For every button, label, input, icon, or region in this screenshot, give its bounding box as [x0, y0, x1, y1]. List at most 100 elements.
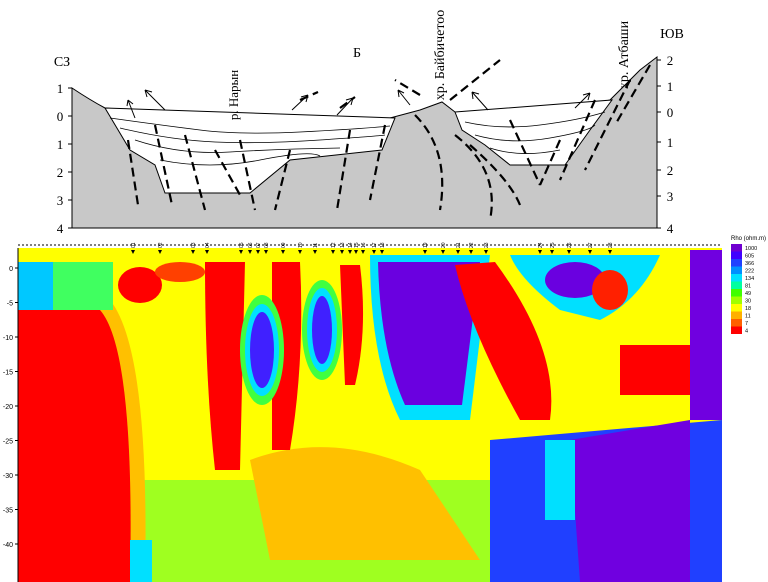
station-label: 08 — [264, 242, 270, 248]
station-marker — [567, 250, 571, 254]
station-label: 23 — [484, 242, 490, 248]
right-tick-label: 1 — [667, 79, 674, 94]
colorbar-label: 134 — [745, 276, 754, 282]
station-marker — [441, 250, 445, 254]
station-marker — [256, 250, 260, 254]
right-tick-label: 1 — [667, 135, 674, 150]
left-tick-label: 0 — [57, 109, 64, 124]
station-label: 01 — [131, 242, 137, 248]
station-label: 15 — [354, 242, 360, 248]
station-label: 16 — [361, 242, 367, 248]
station-marker — [248, 250, 252, 254]
field — [18, 262, 53, 310]
station-label: 07 — [256, 242, 262, 248]
station-label: 06 — [248, 242, 254, 248]
station-label: 28 — [608, 242, 614, 248]
left-tick-label: 4 — [57, 221, 64, 236]
colorbar-cell — [731, 266, 742, 274]
field — [620, 345, 695, 395]
station-marker — [205, 250, 209, 254]
field — [205, 262, 245, 470]
field — [378, 262, 480, 405]
depth-tick-label: -20 — [3, 404, 13, 411]
right-tick-label: 4 — [667, 221, 674, 236]
station-label: 20 — [441, 242, 447, 248]
right-tick-label: 0 — [667, 105, 674, 120]
colorbar-label: 11 — [745, 314, 751, 320]
station-marker — [264, 250, 268, 254]
colorbar-cell — [731, 289, 742, 297]
station-label: 18 — [380, 242, 386, 248]
faults — [126, 59, 651, 221]
station-label: 03 — [191, 242, 197, 248]
colorbar-cell — [731, 259, 742, 267]
colorbar-label: 18 — [745, 306, 751, 312]
station-label: 13 — [340, 242, 346, 248]
field — [340, 265, 364, 385]
colorbar-label: 49 — [745, 291, 751, 297]
colorbar-label: 7 — [745, 321, 748, 327]
arrows — [126, 89, 591, 119]
depth-tick-label: -10 — [3, 335, 13, 342]
station-marker — [340, 250, 344, 254]
station-marker — [469, 250, 473, 254]
station-marker — [608, 250, 612, 254]
station-label: 14 — [348, 242, 354, 248]
depth-tick-label: -35 — [3, 508, 13, 515]
station-label: 11 — [313, 243, 319, 248]
colorbar-cell — [731, 304, 742, 312]
left-tick-label: 1 — [57, 81, 64, 96]
station-label: 10 — [298, 242, 304, 248]
colorbar-label: 4 — [745, 329, 748, 335]
right-tick-label: 2 — [667, 53, 674, 68]
station-marker — [354, 250, 358, 254]
depth-tick-label: 0 — [9, 266, 13, 273]
colorbar-cell — [731, 274, 742, 282]
colorbar-label: 366 — [745, 261, 754, 267]
station-marker — [538, 250, 542, 254]
depth-tick-label: -15 — [3, 370, 13, 377]
field — [570, 420, 690, 582]
resistivity-section — [17, 244, 722, 582]
station-label: 05 — [239, 242, 245, 248]
station-marker — [298, 250, 302, 254]
label-atbashi: хр. Атбаши — [617, 20, 632, 89]
colorbar-cell — [731, 296, 742, 304]
station-label: 21 — [456, 242, 462, 248]
station-label: 24 — [538, 242, 544, 248]
station-label: 09 — [281, 242, 287, 248]
label-naryn: р. Нарын — [226, 70, 241, 120]
layers — [109, 111, 606, 166]
label-se: ЮВ — [660, 27, 684, 42]
left-tick-label: 1 — [57, 137, 64, 152]
station-marker — [550, 250, 554, 254]
station-label: 27 — [588, 242, 594, 248]
field — [155, 262, 205, 282]
depth-tick-label: -40 — [3, 542, 13, 549]
left-tick-label: 2 — [57, 165, 64, 180]
station-marker — [331, 250, 335, 254]
station-label: 04 — [205, 242, 211, 248]
right-tick-label: 2 — [667, 163, 674, 178]
station-marker — [313, 250, 317, 254]
sediments — [454, 99, 614, 166]
label-nw: СЗ — [54, 55, 70, 70]
field — [545, 440, 575, 520]
station-marker — [191, 250, 195, 254]
field — [130, 540, 152, 582]
station-label: 22 — [469, 242, 475, 248]
field — [272, 262, 302, 450]
field — [250, 312, 274, 388]
colorbar-cell — [731, 251, 742, 259]
station-marker — [348, 250, 352, 254]
station-marker — [131, 250, 135, 254]
station-marker — [484, 250, 488, 254]
colorbar-cell — [731, 326, 742, 334]
colorbar-label: 222 — [745, 269, 754, 275]
station-label: 25 — [550, 242, 556, 248]
field — [250, 447, 480, 560]
colorbar-cell — [731, 244, 742, 252]
station-marker — [588, 250, 592, 254]
station-label: 17 — [372, 242, 378, 248]
